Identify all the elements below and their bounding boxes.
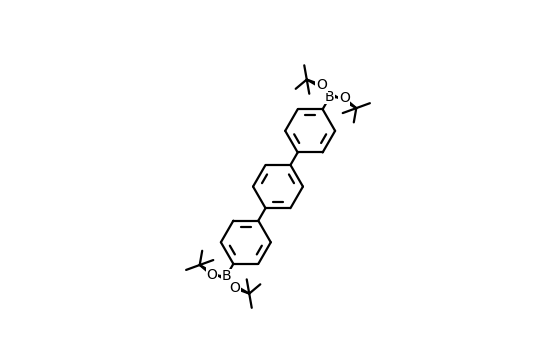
Text: O: O — [339, 91, 350, 105]
Text: O: O — [229, 281, 240, 295]
Text: O: O — [316, 78, 327, 92]
Text: O: O — [206, 268, 217, 282]
Text: B: B — [221, 269, 231, 283]
Text: B: B — [325, 90, 335, 104]
